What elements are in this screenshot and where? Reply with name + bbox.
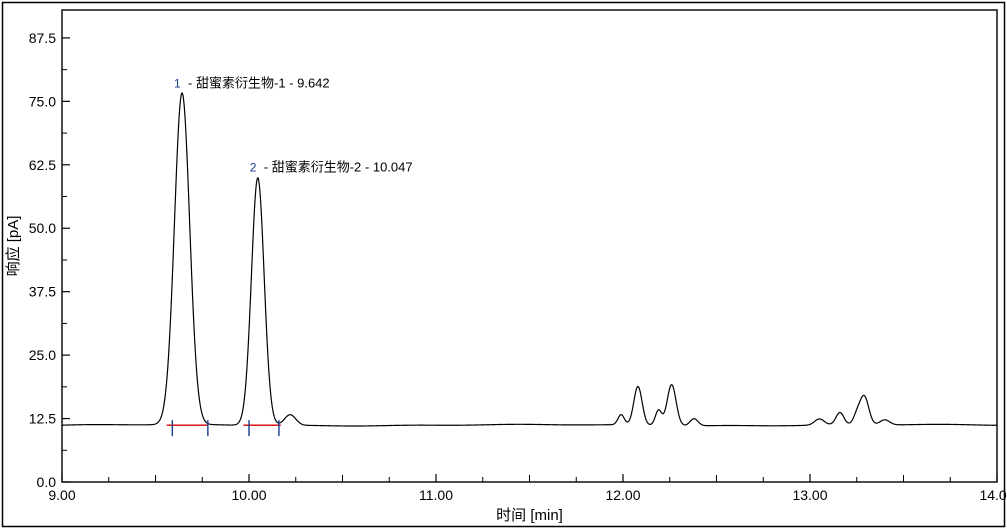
peak-label: 1 - 甜蜜素衍生物-1 - 9.642: [174, 76, 330, 91]
peak-label-text: - 甜蜜素衍生物-2 - 10.047: [264, 159, 413, 174]
y-tick-label: 0.0: [37, 474, 57, 490]
y-tick-label: 50.0: [29, 220, 56, 236]
y-tick-label: 37.5: [29, 284, 56, 300]
chromatogram-chart: 9.0010.0011.0012.0013.0014.00时间 [min]0.0…: [0, 0, 1007, 529]
peak-label-text: - 甜蜜素衍生物-1 - 9.642: [188, 76, 330, 91]
peak-label: 2 - 甜蜜素衍生物-2 - 10.047: [250, 159, 413, 174]
x-tick-label: 14.00: [979, 487, 1007, 503]
x-tick-label: 10.00: [231, 487, 266, 503]
x-tick-label: 12.00: [605, 487, 640, 503]
y-axis-label: 响应 [pA]: [4, 216, 22, 277]
peak-label-index: 1: [174, 77, 181, 91]
y-tick-label: 12.5: [29, 411, 56, 427]
x-axis-label: 时间 [min]: [496, 507, 563, 524]
peak-label-index: 2: [250, 160, 257, 174]
y-tick-label: 75.0: [29, 93, 56, 109]
y-tick-label: 25.0: [29, 347, 56, 363]
y-tick-label: 87.5: [29, 30, 56, 46]
x-tick-label: 11.00: [419, 487, 453, 503]
y-tick-label: 62.5: [29, 157, 56, 173]
x-tick-label: 13.00: [792, 487, 827, 503]
